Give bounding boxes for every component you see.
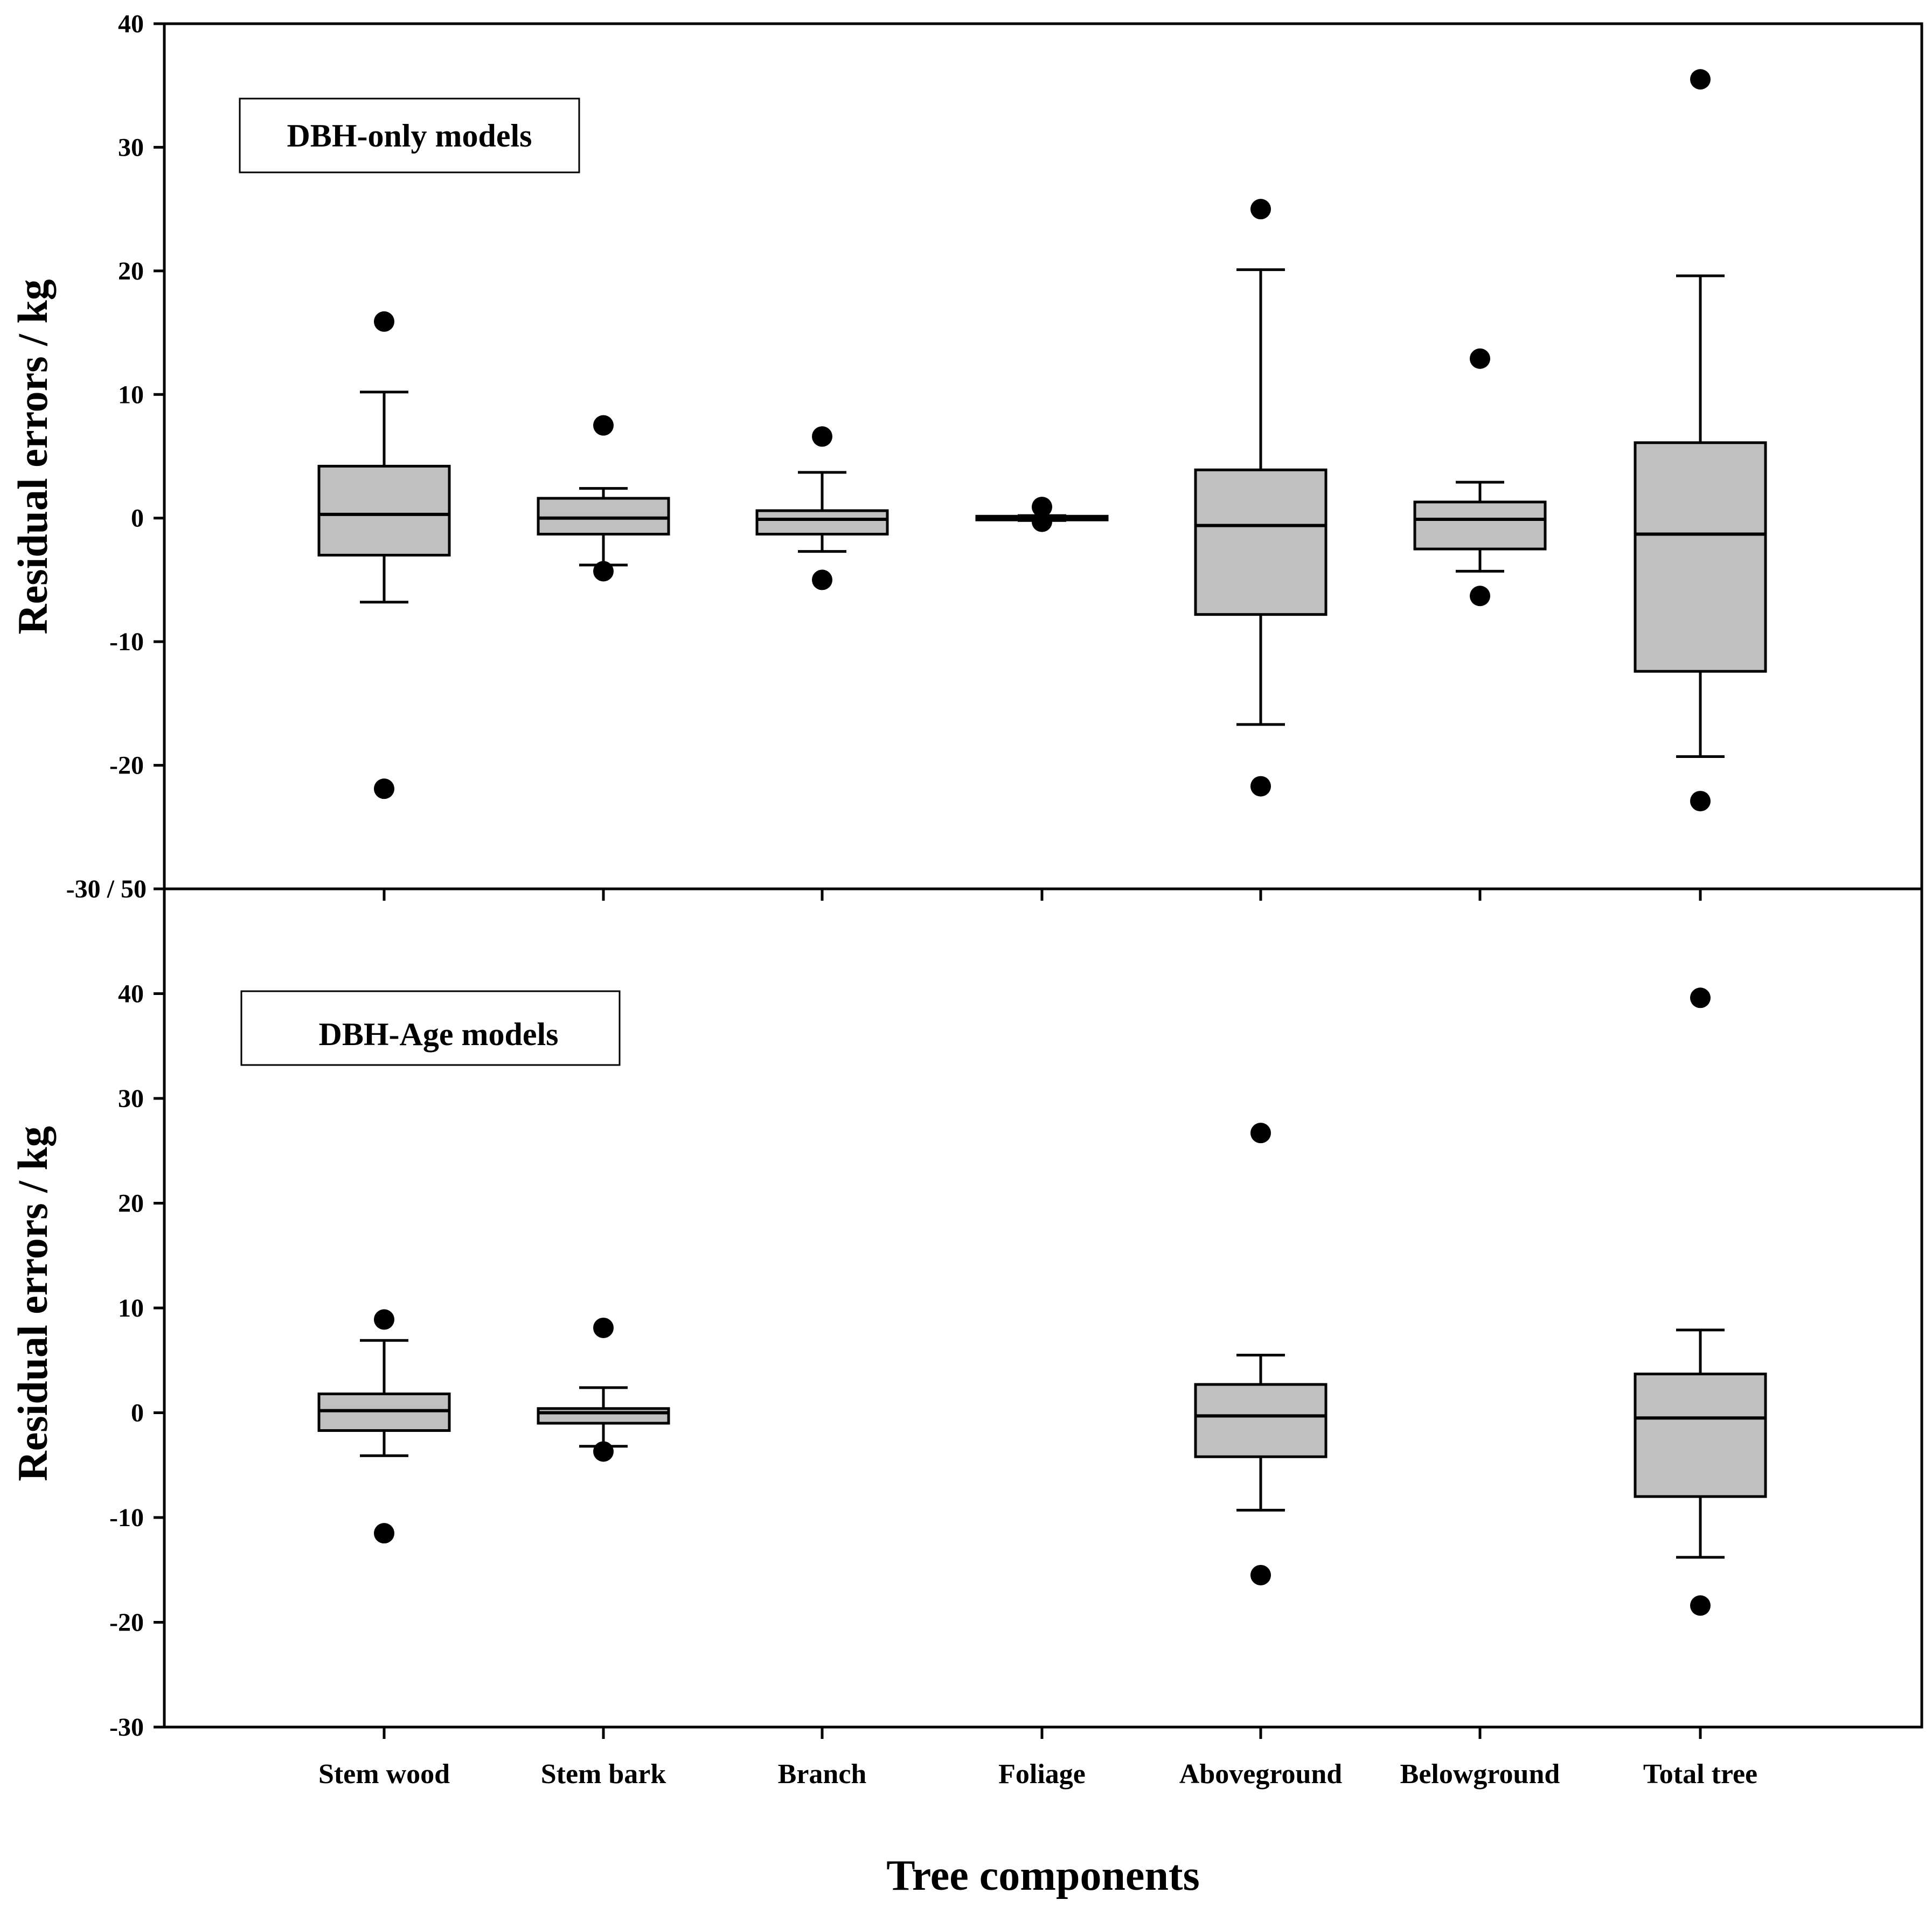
outlier-point	[1250, 1564, 1271, 1585]
x-category-label: Stem bark	[541, 1759, 666, 1790]
bottom-box-aboveground	[1194, 1123, 1328, 1585]
x-category-label: Total tree	[1643, 1759, 1757, 1790]
bottom-y-tick-label: 10	[118, 1294, 144, 1323]
top-box-aboveground	[1194, 199, 1328, 797]
bottom-legend-box	[240, 990, 621, 1066]
outlier-point	[1032, 497, 1052, 518]
top-y-tick-label: 20	[118, 257, 144, 286]
x-category-label: Stem wood	[318, 1759, 450, 1790]
outlier-point	[374, 1309, 394, 1330]
x-category-axis: Stem wood Stem bark Branch Foliage Abovegrou…	[318, 889, 1757, 1790]
bottom-legend-label: DBH-Age models	[319, 1017, 559, 1052]
outlier-point	[1470, 348, 1490, 369]
outlier-point	[374, 778, 394, 799]
box-iqr	[755, 509, 889, 536]
outlier-point	[374, 311, 394, 332]
outlier-point	[1250, 776, 1271, 797]
box-iqr	[1194, 468, 1328, 616]
outlier-point	[593, 1317, 614, 1338]
top-legend-label: DBH-only models	[287, 118, 532, 154]
outlier-point	[593, 561, 614, 582]
top-y-tick-label: 30	[118, 133, 144, 162]
x-axis-title: Tree components	[886, 1852, 1199, 1899]
bottom-box-stem-bark	[537, 1317, 670, 1462]
top-box-total-tree	[1634, 69, 1767, 812]
bottom-y-tick-label: 20	[118, 1189, 144, 1218]
box-iqr	[537, 497, 670, 536]
box-iqr	[1194, 1383, 1328, 1458]
bottom-box-stem-wood	[317, 1309, 451, 1544]
top-box-foliage	[975, 497, 1109, 532]
x-category-label: Branch	[778, 1759, 867, 1790]
bottom-y-tick-label: 40	[118, 980, 144, 1008]
top-y-tick-label: 10	[118, 380, 144, 409]
outlier-point	[1690, 69, 1711, 90]
top-legend-box	[239, 98, 580, 173]
box-iqr	[1634, 1373, 1767, 1498]
box-iqr	[537, 1407, 670, 1425]
bottom-box-total-tree	[1634, 987, 1767, 1616]
box-iqr	[1413, 500, 1547, 551]
outlier-point	[593, 415, 614, 436]
outlier-point	[812, 426, 832, 447]
bottom-y-axis-title: Residual errors / kg	[9, 1126, 56, 1481]
bottom-y-tick-label: -10	[109, 1504, 144, 1532]
bottom-y-axis: 40 30 20 10 0 -10 -20 -30	[109, 980, 164, 1742]
box-iqr	[1634, 441, 1767, 673]
top-y-tick-label: -10	[109, 628, 144, 656]
top-box-stem-wood	[317, 311, 451, 799]
x-category-label: Belowground	[1400, 1759, 1560, 1790]
bottom-y-tick-label: -30	[109, 1713, 144, 1742]
outlier-point	[1032, 511, 1052, 532]
outlier-point	[1250, 199, 1271, 220]
outlier-point	[1690, 791, 1711, 812]
top-box-belowground	[1413, 348, 1547, 607]
shared-boundary-tick-label: -30 / 50	[66, 875, 147, 903]
top-y-axis: 40 30 20 10 0 -10 -20	[109, 10, 164, 890]
bottom-y-tick-label: 0	[131, 1399, 144, 1428]
top-box-series	[317, 69, 1767, 812]
bottom-y-tick-label: -20	[109, 1609, 144, 1637]
top-y-tick-label: 40	[118, 10, 144, 38]
outlier-point	[593, 1441, 614, 1462]
bottom-y-tick-label: 30	[118, 1084, 144, 1113]
x-category-label: Aboveground	[1179, 1759, 1343, 1790]
outlier-point	[812, 569, 832, 590]
top-y-axis-title: Residual errors / kg	[9, 279, 56, 634]
top-y-tick-label: 0	[131, 504, 144, 533]
outlier-point	[374, 1523, 394, 1544]
top-box-stem-bark	[537, 415, 670, 582]
bottom-box-series	[317, 987, 1767, 1616]
box-iqr	[317, 464, 451, 557]
top-y-tick-label: -20	[109, 751, 144, 780]
outlier-point	[1690, 987, 1711, 1008]
outlier-point	[1250, 1123, 1271, 1144]
top-box-branch	[755, 426, 889, 590]
x-category-label: Foliage	[998, 1759, 1086, 1790]
outlier-point	[1690, 1595, 1711, 1616]
outlier-point	[1470, 586, 1490, 607]
